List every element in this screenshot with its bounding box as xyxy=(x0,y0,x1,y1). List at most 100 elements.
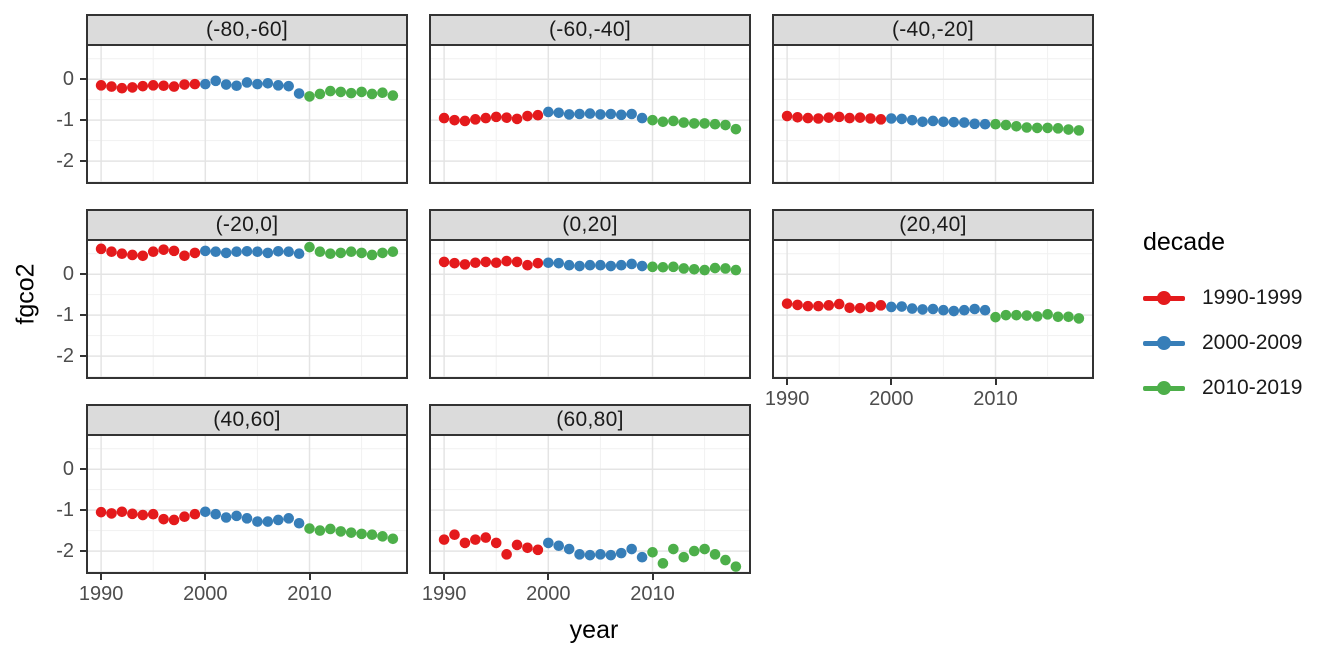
data-point xyxy=(927,303,939,315)
data-point xyxy=(720,119,731,131)
data-point xyxy=(158,513,169,525)
data-point xyxy=(438,534,450,545)
y-tick-label: -2 xyxy=(56,345,74,368)
data-point xyxy=(730,123,742,135)
data-point xyxy=(833,111,845,123)
data-point xyxy=(605,108,617,120)
data-point xyxy=(210,75,222,87)
data-point xyxy=(574,108,585,120)
y-tick-mark xyxy=(80,314,86,317)
data-point xyxy=(335,526,347,537)
facet-strip: (-80,-60] xyxy=(86,14,408,44)
x-axis-title: year xyxy=(569,616,619,644)
y-tick-mark xyxy=(80,509,86,512)
data-point xyxy=(377,531,388,542)
facet-panel xyxy=(86,239,408,379)
data-point xyxy=(1063,311,1074,323)
data-point xyxy=(314,88,326,100)
data-point xyxy=(179,250,190,262)
data-point xyxy=(220,512,232,523)
data-point xyxy=(886,113,897,124)
data-point xyxy=(490,537,502,549)
data-point xyxy=(158,80,169,92)
data-point xyxy=(1073,313,1085,324)
facet-strip: (-20,0] xyxy=(86,209,408,239)
data-point xyxy=(532,544,544,556)
data-point xyxy=(917,116,928,128)
data-point xyxy=(377,87,388,99)
data-point xyxy=(366,88,378,100)
data-point xyxy=(969,303,980,315)
data-point xyxy=(158,244,169,255)
data-point xyxy=(990,118,1001,130)
data-point xyxy=(314,525,326,536)
data-point xyxy=(958,304,970,316)
data-point xyxy=(730,561,742,572)
data-point xyxy=(1031,311,1043,322)
x-tick-mark xyxy=(443,574,446,580)
facet-label: (-40,-20] xyxy=(891,18,975,41)
data-point xyxy=(335,86,347,98)
data-point xyxy=(802,300,814,312)
data-point xyxy=(792,299,803,311)
legend-title: decade xyxy=(1143,228,1226,256)
y-tick-mark xyxy=(80,78,86,81)
data-point xyxy=(283,246,294,257)
facet-(60,80]: (60,80] xyxy=(429,404,751,574)
facet-label: (-20,0] xyxy=(215,213,279,236)
data-point xyxy=(875,300,887,311)
y-tick-label: 0 xyxy=(62,458,74,481)
facet-(-60,-40]: (-60,-40] xyxy=(429,14,751,184)
x-tick-label: 1990 xyxy=(78,583,124,605)
data-point xyxy=(532,257,544,269)
data-point xyxy=(106,246,117,257)
data-point xyxy=(896,113,908,125)
data-point xyxy=(678,117,690,128)
data-point xyxy=(927,115,939,127)
legend-key-dot xyxy=(1157,335,1171,350)
data-point xyxy=(668,543,679,555)
data-point xyxy=(387,246,399,257)
data-point xyxy=(948,116,960,128)
data-point xyxy=(200,245,211,257)
facet-label: (20,40] xyxy=(899,213,967,236)
data-point xyxy=(356,247,367,259)
data-point xyxy=(1021,310,1033,321)
facet-strip: (60,80] xyxy=(429,404,751,434)
data-point xyxy=(833,298,845,310)
y-tick-label: 0 xyxy=(62,68,74,91)
data-point xyxy=(490,111,502,123)
data-point xyxy=(345,527,357,538)
data-point xyxy=(293,517,305,529)
legend-entries: 1990-1999 2000-2009 2010-2019 xyxy=(1143,275,1343,410)
data-point xyxy=(231,80,242,92)
data-point xyxy=(720,263,731,274)
data-point xyxy=(563,259,575,271)
x-tick-mark xyxy=(786,379,789,385)
y-tick-label: -2 xyxy=(56,540,74,563)
data-point xyxy=(543,106,554,118)
data-point xyxy=(220,79,232,90)
data-point xyxy=(377,247,388,259)
facet-label: (-80,-60] xyxy=(205,18,289,41)
data-point xyxy=(438,112,450,124)
data-point xyxy=(553,540,565,552)
facet-panel xyxy=(86,434,408,574)
data-point xyxy=(231,246,242,257)
data-point xyxy=(449,114,460,126)
facet-label: (60,80] xyxy=(556,408,624,431)
data-point xyxy=(657,261,669,273)
data-point xyxy=(304,523,315,534)
x-tick-label: 2000 xyxy=(526,583,571,605)
data-point xyxy=(688,118,700,129)
x-tick-label: 1990 xyxy=(421,583,467,605)
y-tick-mark xyxy=(80,273,86,276)
legend-entry: 2000-2009 xyxy=(1143,320,1343,365)
data-point xyxy=(501,549,512,560)
data-point xyxy=(938,116,949,128)
legend: decade 1990-1999 2000-2009 2010-2019 xyxy=(1143,228,1343,410)
data-point xyxy=(241,513,253,524)
facet-panel xyxy=(429,239,751,379)
data-point xyxy=(283,80,294,92)
data-point xyxy=(272,80,284,91)
